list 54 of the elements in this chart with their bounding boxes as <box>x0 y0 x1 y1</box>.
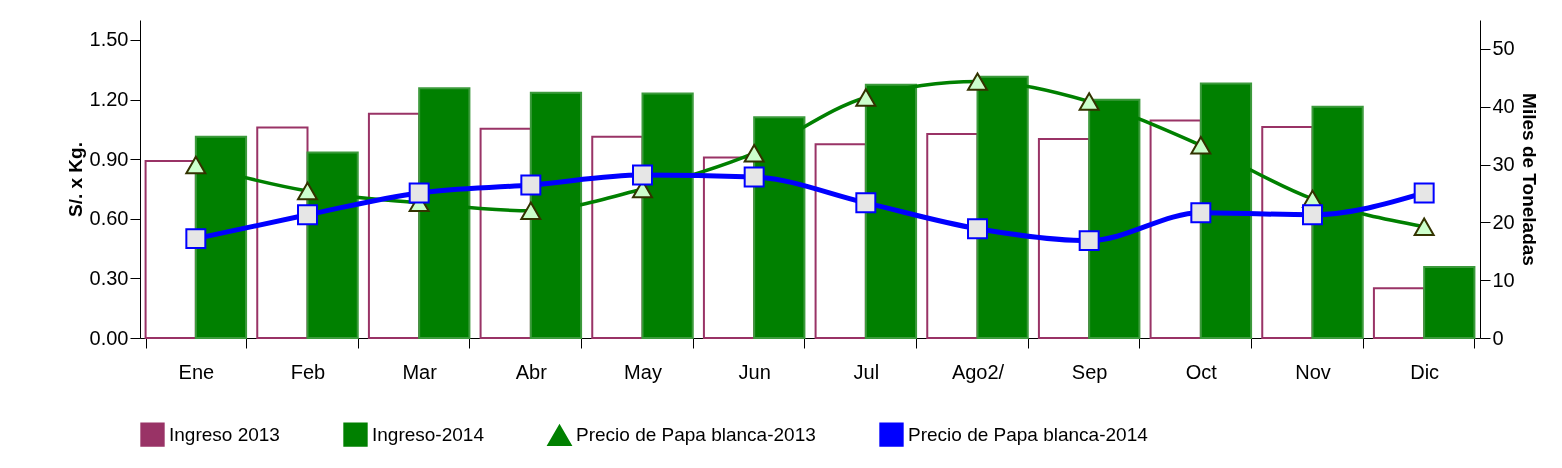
y-tick-label: 1.50 <box>89 28 129 51</box>
y-tick-label: 1.20 <box>89 88 129 110</box>
x-tick-label: Nov <box>1295 360 1331 383</box>
x-tick-label: Mar <box>402 360 438 383</box>
point <box>1302 204 1323 226</box>
y2-tick-label: 20 <box>1492 210 1515 233</box>
bar <box>1037 138 1091 339</box>
bar <box>1261 125 1314 339</box>
x-tick-label: Jul <box>853 360 880 383</box>
bar <box>814 143 867 339</box>
bar <box>591 135 644 339</box>
bar <box>926 132 979 339</box>
bar <box>1372 287 1426 339</box>
x-tick-label: Oct <box>1185 360 1218 383</box>
x-tick-label: Sep <box>1071 360 1108 383</box>
point <box>408 182 430 204</box>
point <box>520 174 542 196</box>
x-tick-label: Feb <box>290 360 326 383</box>
y-axis-title: S/. x Kg. <box>64 142 86 217</box>
y2-tick-label: 40 <box>1492 95 1515 118</box>
y2-tick-label: 50 <box>1492 37 1515 60</box>
y-tick-label: 0.60 <box>89 207 129 230</box>
bar <box>1149 119 1202 339</box>
legend-label: Ingreso-2014 <box>372 423 485 445</box>
point <box>185 228 207 250</box>
point <box>1078 230 1100 252</box>
y-tick-label: 0.30 <box>89 266 129 289</box>
y-tick-label: 0.00 <box>89 326 129 349</box>
x-tick-label: Jun <box>738 360 771 383</box>
point <box>1413 182 1435 204</box>
point <box>1190 202 1212 224</box>
bar <box>144 160 197 339</box>
bar <box>1423 265 1476 339</box>
y2-axis-title: Miles de Toneladas <box>1518 93 1540 266</box>
point <box>967 218 988 240</box>
legend-label: Ingreso 2013 <box>169 423 280 445</box>
bar <box>479 127 532 339</box>
legend-label: Precio de Papa blanca-2013 <box>576 424 816 446</box>
point <box>297 204 318 226</box>
x-tick-label: Ene <box>178 360 215 383</box>
x-tick-label: Dic <box>1410 360 1440 383</box>
x-tick-label: May <box>624 360 662 383</box>
y2-tick-label: 0 <box>1492 326 1504 349</box>
point <box>632 164 653 186</box>
bar <box>367 112 421 339</box>
y-tick-label: 0.90 <box>89 147 129 170</box>
point <box>855 192 877 214</box>
y2-tick-label: 10 <box>1492 268 1515 291</box>
legend-label: Precio de Papa blanca-2014 <box>908 423 1149 445</box>
x-tick-label: Ago2/ <box>951 360 1005 383</box>
point <box>743 166 765 188</box>
x-tick-label: Abr <box>515 360 548 383</box>
bar <box>256 126 309 339</box>
y2-tick-label: 30 <box>1492 153 1515 176</box>
